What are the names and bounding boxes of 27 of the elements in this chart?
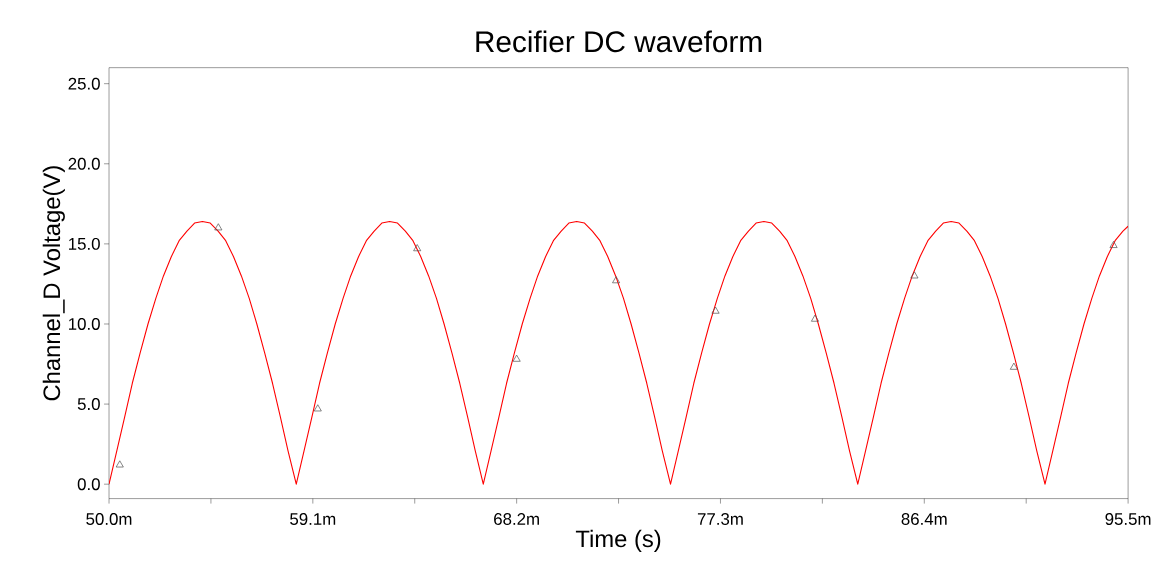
x-axis-title: Time (s) [575, 529, 661, 552]
point [1009, 362, 1018, 370]
y-tick-label: 15.0 [69, 237, 100, 250]
point [115, 460, 124, 468]
point [413, 244, 422, 252]
y-tick-label: 20.0 [68, 157, 100, 170]
point [910, 271, 919, 279]
x-tick-label: 59.1m [290, 512, 336, 525]
x-tick-label: 95.5m [1105, 512, 1151, 525]
x-tick-label: 50.0m [86, 512, 132, 525]
x-tick-label: 68.2m [494, 512, 539, 525]
point [313, 404, 322, 412]
line-series [109, 220, 1129, 485]
x-tick-label: 86.4m [901, 512, 947, 525]
chart-title: Recifier DC waveform [476, 30, 762, 53]
point [512, 354, 521, 362]
x-tick-label: 77.3m [697, 512, 743, 525]
y-axis-title: Channel_D Voltage(V) [42, 166, 65, 401]
y-tick-label: 10.0 [69, 317, 100, 330]
y-tick-label: 0.0 [77, 478, 100, 491]
y-tick-label: 25.0 [68, 77, 100, 90]
point [711, 306, 720, 314]
point [612, 276, 621, 284]
point [1109, 240, 1118, 248]
y-tick-label: 5.0 [77, 398, 100, 410]
point [811, 314, 819, 322]
point [214, 223, 223, 231]
